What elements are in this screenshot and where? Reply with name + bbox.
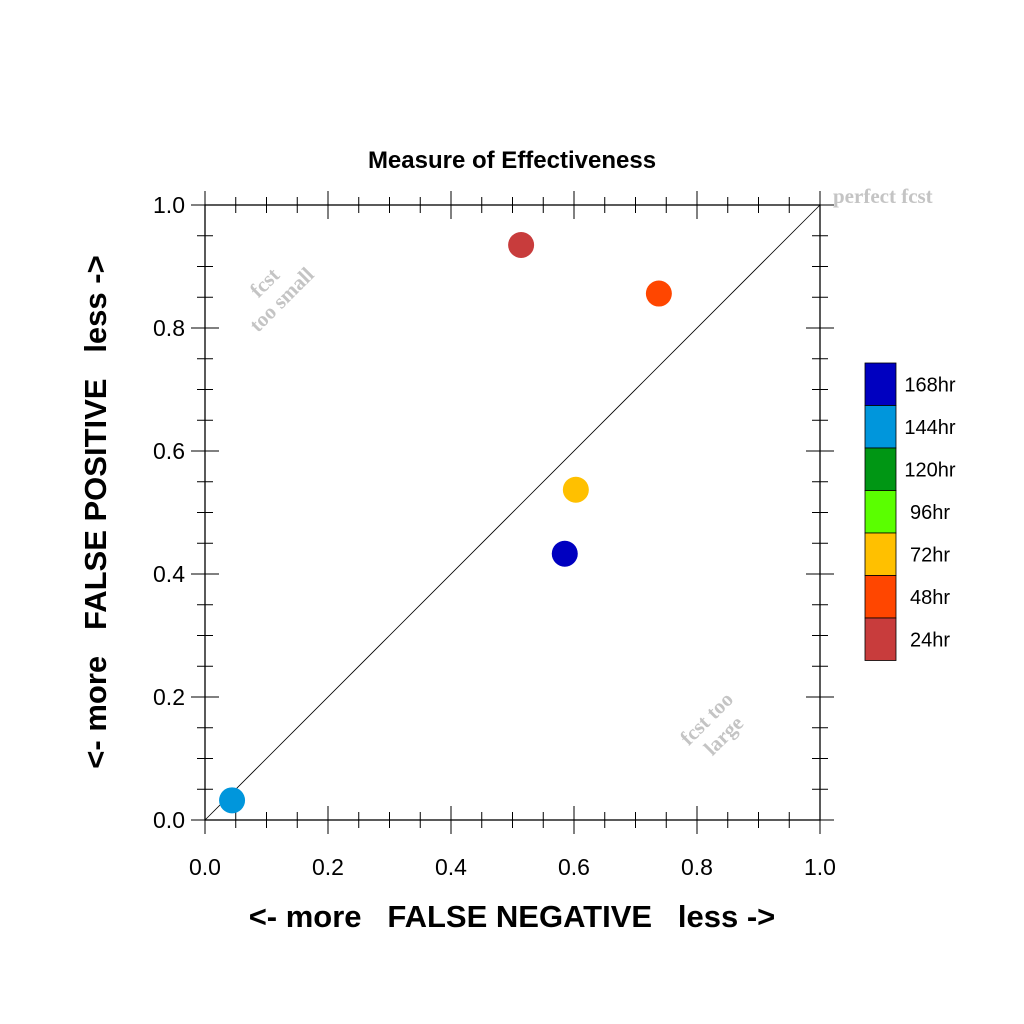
legend-swatch-144hr [864,405,897,449]
tick-labels: 0.0 0.2 0.4 0.6 0.8 1.0 0.0 0.2 0.4 0.6 0.8 1.0 [153,192,836,880]
plot-area: 0.0 0.2 0.4 0.6 0.8 1.0 0.0 0.2 0.4 0.6 0.8 1.0 [153,191,836,880]
legend-label-120hr: 120hr [904,459,955,481]
legend-swatch-72hr [864,532,897,576]
x-tick-label: 0.2 [312,854,344,880]
y-tick-label: 0.6 [153,438,185,464]
legend-label-72hr: 72hr [910,544,950,566]
y-tick-label: 1.0 [153,192,185,218]
point-72hr [562,476,589,503]
point-144hr [219,787,246,814]
y-tick-label: 0.8 [153,315,185,341]
legend-swatch-96hr [864,490,897,534]
point-48hr [645,280,672,307]
ticks [191,191,834,834]
x-tick-label: 0.6 [558,854,590,880]
annotation-too-large: fcst too large [675,687,748,760]
legend-label-48hr: 48hr [910,587,950,609]
point-168hr [551,540,578,567]
y-tick-label: 0.2 [153,684,185,710]
x-tick-label: 0.4 [435,854,467,880]
reference-diagonal [204,204,821,821]
point-24hr [508,231,535,258]
y-tick-label: 0.4 [153,561,185,587]
y-tick-label: 0.0 [153,807,185,833]
annotation-perfect-fcst: perfect fcst [833,184,933,208]
legend-label-24hr: 24hr [910,629,950,651]
x-axis-title: <- more FALSE NEGATIVE less -> [249,899,776,934]
legend-label-96hr: 96hr [910,502,950,524]
y-axis-title: <- more FALSE POSITIVE less -> [78,255,113,768]
chart-title: Measure of Effectiveness [368,147,656,174]
legend-swatch-168hr [864,362,897,406]
x-tick-label: 0.0 [189,854,221,880]
legend-swatch-120hr [864,447,897,491]
legend-label-168hr: 168hr [904,374,955,396]
legend: 168hr 144hr 120hr 96hr 72hr 48hr 24hr [864,362,956,661]
data-points [219,231,672,814]
legend-swatch-48hr [864,575,897,619]
annotation-too-small: fcst too small [244,262,318,336]
x-tick-label: 0.8 [681,854,713,880]
x-tick-label: 1.0 [804,854,836,880]
legend-label-144hr: 144hr [904,417,955,439]
legend-swatch-24hr [864,617,897,661]
